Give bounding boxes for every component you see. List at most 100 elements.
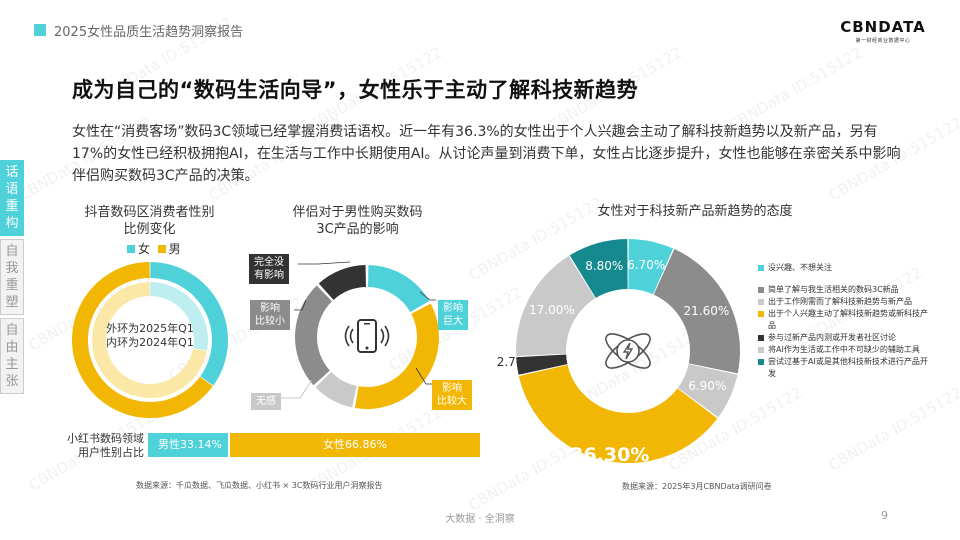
chart3-data-label: 8.80% — [585, 259, 624, 274]
side-tab-active[interactable]: 话语重构 — [0, 160, 24, 236]
legend-swatch — [758, 311, 764, 317]
chart2-title-line2: 3C产品的影响 — [316, 222, 399, 237]
legend-item: 将AI作为生活或工作中不可缺少的辅助工具 — [758, 344, 933, 356]
callout-large-line2: 比较大 — [437, 396, 467, 407]
report-title: 2025女性品质生活趋势洞察报告 — [54, 25, 244, 40]
callout-no-effect-line1: 完全没 — [254, 257, 284, 268]
page-number: 9 — [881, 509, 888, 522]
legend-item: 参与过新产品内测或开发者社区讨论 — [758, 332, 933, 344]
chart3-data-label: 2.70% — [496, 354, 535, 369]
chart2-title: 伴侣对于男性购买数码 3C产品的影响 — [270, 204, 445, 238]
chart1-title: 抖音数码区消费者性别 比例变化 — [62, 204, 237, 238]
chart1-center-note: 外环为2025年Q1 内环为2024年Q1 — [100, 322, 200, 350]
legend-label: 出于个人兴趣主动了解科技新趋势或新科技产品 — [768, 309, 928, 330]
legend-swatch — [758, 299, 764, 305]
chart2-donut — [295, 265, 439, 409]
footer-tagline: 大数据 · 全洞察 — [445, 514, 515, 525]
callout-huge-line2: 巨大 — [443, 316, 463, 327]
chart3-slice — [569, 239, 628, 299]
callout-no-effect-line2: 有影响 — [254, 270, 284, 281]
source-left: 数据来源：千瓜数据、飞瓜数据、小红书 × 3C数码行业用户洞察报告 — [136, 481, 383, 490]
bar-label-line1: 小红书数码领域 — [67, 432, 144, 445]
chart1-title-line2: 比例变化 — [123, 222, 176, 237]
legend-label: 出于工作刚需而了解科技新趋势与新产品 — [768, 297, 912, 306]
inner-ring-slice — [150, 282, 209, 351]
chart2-slice — [295, 285, 333, 386]
chart2-slice — [367, 265, 430, 313]
callout-small-line2: 比较小 — [255, 316, 285, 327]
bar-female-segment: 女性66.86% — [230, 433, 480, 457]
callout-small-line1: 影响 — [260, 303, 280, 314]
callout-huge-effect: 影响 巨大 — [438, 300, 468, 330]
chart3-slice — [628, 239, 674, 295]
legend-label: 尝试过基于AI或是其他科技新技术进行产品开发 — [768, 357, 928, 378]
legend-swatch — [758, 335, 764, 341]
chart1-donut — [72, 262, 228, 418]
legend-swatch — [758, 359, 764, 365]
legend-female-swatch — [127, 245, 135, 253]
chart3-slice — [516, 256, 596, 356]
phone-icon — [344, 319, 390, 353]
chart3-data-label: 17.00% — [528, 302, 575, 317]
chart1-center-line2: 内环为2024年Q1 — [106, 336, 194, 349]
callout-large-effect: 影响 比较大 — [432, 380, 472, 410]
legend-female-label: 女 — [138, 242, 151, 256]
side-tab-label: 话语重构 — [5, 165, 19, 231]
chart3-data-label: 6.70% — [627, 257, 666, 272]
chart1-legend: 女 男 — [127, 240, 181, 257]
chart2-title-line1: 伴侣对于男性购买数码 — [292, 205, 423, 220]
chart1-center-line1: 外环为2025年Q1 — [106, 322, 194, 335]
legend-male-label: 男 — [168, 242, 181, 256]
chart1-title-line1: 抖音数码区消费者性别 — [84, 205, 215, 220]
source-right: 数据来源：2025年3月CBNData调研问卷 — [622, 482, 772, 491]
legend-item: 尝试过基于AI或是其他科技新技术进行产品开发 — [758, 356, 933, 380]
legend-label: 将AI作为生活或工作中不可缺少的辅助工具 — [768, 345, 920, 354]
chart3-slice — [518, 364, 718, 463]
chart3-data-label: 21.60% — [683, 303, 730, 318]
side-tabs: 话语重构 自我重塑 自由主张 — [0, 160, 24, 397]
cbndata-logo: CBNDATA 第一财经商业数据中心 — [834, 18, 932, 44]
chart3-data-label: 6.90% — [688, 378, 727, 393]
legend-item: 简单了解与我生活相关的数码3C新品 — [758, 284, 933, 296]
chart3-donut — [516, 239, 740, 463]
page-title: 成为自己的“数码生活向导”，女性乐于主动了解科技新趋势 — [72, 78, 639, 102]
callout-neutral-line1: 无感 — [256, 396, 276, 407]
chart3-title: 女性对于科技新产品新趋势的态度 — [597, 204, 793, 219]
chart3-legend: 没兴趣、不想关注 简单了解与我生活相关的数码3C新品 出于工作刚需而了解科技新趋… — [758, 262, 933, 380]
legend-item: 没兴趣、不想关注 — [758, 262, 933, 274]
legend-item: 出于工作刚需而了解科技新趋势与新产品 — [758, 296, 933, 308]
chart3-slice — [677, 364, 738, 418]
legend-label: 参与过新产品内测或开发者社区讨论 — [768, 333, 896, 342]
bar-male-segment: 男性33.14% — [148, 433, 228, 457]
side-tab[interactable]: 自我重塑 — [0, 239, 24, 315]
side-tab-label: 自我重塑 — [5, 244, 19, 310]
side-tab[interactable]: 自由主张 — [0, 318, 24, 394]
description-paragraph: 女性在“消费客场”数码3C领域已经掌握消费话语权。近一年有36.3%的女性出于个… — [72, 124, 901, 184]
legend-swatch — [758, 287, 764, 293]
side-tab-label: 自由主张 — [5, 323, 19, 389]
callout-small-effect: 影响 比较小 — [250, 300, 290, 330]
chart3-slice — [516, 354, 568, 375]
chart3-slice — [653, 249, 740, 374]
callout-large-line1: 影响 — [442, 383, 462, 394]
callout-huge-line1: 影响 — [443, 303, 463, 314]
callout-no-effect: 完全没 有影响 — [249, 254, 289, 284]
watermark-text: CBNData ID:515122 — [825, 383, 960, 475]
legend-label: 简单了解与我生活相关的数码3C新品 — [768, 285, 899, 294]
bar-label: 小红书数码领域 用户性别占比 — [52, 432, 144, 460]
chart2-slice — [315, 371, 357, 408]
header-accent-square — [34, 24, 46, 36]
chart3-data-label: 36.30% — [570, 444, 650, 467]
chart2-slice — [354, 303, 439, 409]
legend-item: 出于个人兴趣主动了解科技新趋势或新科技产品 — [758, 308, 933, 332]
chart2-slice — [318, 265, 367, 300]
legend-label: 没兴趣、不想关注 — [768, 263, 832, 272]
outer-ring-slice — [150, 262, 228, 386]
bar-label-line2: 用户性别占比 — [78, 446, 144, 459]
logo-name: CBNDATA — [840, 18, 926, 36]
logo-subtitle: 第一财经商业数据中心 — [855, 38, 911, 44]
legend-swatch — [758, 265, 764, 271]
legend-swatch — [758, 347, 764, 353]
energy-atom-icon — [605, 333, 651, 369]
callout-neutral: 无感 — [251, 393, 281, 410]
